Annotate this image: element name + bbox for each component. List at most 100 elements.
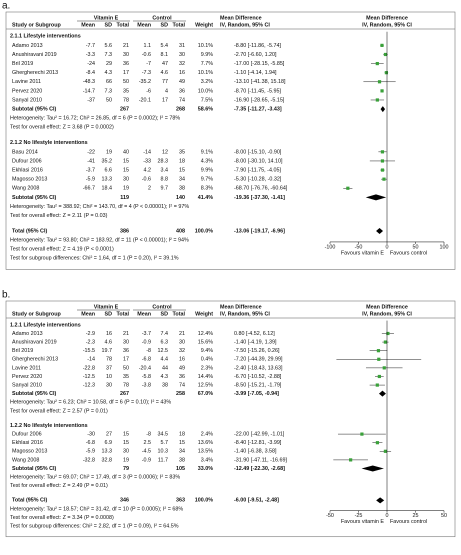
summary-label: Subtotal (95% CI) bbox=[12, 466, 57, 472]
study-cell: 15 bbox=[123, 432, 129, 438]
study-cell: 9.7 bbox=[161, 186, 169, 192]
study-cell: -32.8 bbox=[83, 457, 95, 463]
study-cell: 3.4 bbox=[161, 167, 169, 173]
study-cell: -4.5 bbox=[142, 449, 151, 455]
effect-square bbox=[383, 52, 388, 57]
note: Test for overall effect: Z = 3.34 (P = 0… bbox=[10, 515, 114, 521]
effect-square bbox=[360, 432, 364, 436]
study-ci: -8.40 [-12.81, -3.99] bbox=[234, 440, 282, 446]
study-cell: 15 bbox=[179, 167, 185, 173]
favours-label: Favours vitamin E bbox=[341, 519, 385, 525]
study-cell: 74 bbox=[179, 97, 185, 103]
study-ci: -1.40 [-6.38, 3.58] bbox=[234, 449, 277, 455]
study-cell: 5.7 bbox=[161, 440, 169, 446]
note: Heterogeneity: Tau² = 16.72; Chi² = 26.8… bbox=[10, 116, 180, 122]
effect-square bbox=[377, 80, 382, 84]
study-cell: 34 bbox=[179, 449, 185, 455]
study-name: Lavine 2011 bbox=[12, 79, 41, 85]
study-ci: -16.90 [-28.65, -5.15] bbox=[234, 97, 285, 103]
table-border bbox=[5, 300, 456, 538]
header-group: Control bbox=[152, 15, 172, 21]
study-name: Dufour 2006 bbox=[12, 432, 42, 438]
study-cell: -3.8 bbox=[142, 383, 151, 389]
x-tick-label: 100 bbox=[440, 244, 449, 250]
study-cell: 50 bbox=[123, 365, 129, 371]
study-cell: 4.3 bbox=[161, 374, 169, 380]
study-cell: 6.3 bbox=[161, 340, 169, 346]
study-cell: 19.7 bbox=[102, 348, 113, 354]
study-cell: 27 bbox=[106, 432, 112, 438]
study-cell: 4.6 bbox=[161, 70, 169, 76]
study-cell: 16 bbox=[106, 331, 112, 337]
summary-weight: 100.0% bbox=[195, 498, 213, 504]
study-name: Sanyal 2010 bbox=[12, 97, 42, 103]
study-cell: 9.9% bbox=[201, 167, 213, 173]
header-group: Vitamin E bbox=[94, 304, 119, 310]
note: Test for overall effect: Z = 3.68 (P = 0… bbox=[10, 125, 114, 131]
study-cell: -0.9 bbox=[142, 340, 151, 346]
study-name: Anushiravani 2019 bbox=[12, 340, 57, 346]
study-ci: -8.00 [-15.10, -0.90] bbox=[234, 149, 282, 155]
header-method: IV, Random, 95% CI bbox=[220, 22, 270, 28]
study-cell: 7.3 bbox=[105, 52, 113, 58]
effect-square bbox=[380, 150, 385, 154]
header-study: Study or Subgroup bbox=[12, 22, 62, 28]
study-cell: 12.4% bbox=[198, 331, 213, 337]
study-cell: 66 bbox=[106, 79, 112, 85]
effect-square bbox=[375, 61, 379, 66]
favours-label: Favours vitamin E bbox=[341, 250, 385, 256]
study-cell: -7.3 bbox=[142, 70, 151, 76]
study-name: Ekhlasi 2016 bbox=[12, 167, 43, 173]
study-cell: 3.2% bbox=[201, 79, 213, 85]
summary-label: Subtotal (95% CI) bbox=[12, 391, 57, 397]
study-cell: -0.6 bbox=[142, 52, 151, 58]
study-name: Wang 2008 bbox=[12, 457, 39, 463]
study-cell: -0.9 bbox=[142, 457, 151, 463]
study-cell: -30 bbox=[87, 432, 95, 438]
study-cell: 15 bbox=[123, 158, 129, 164]
effect-square bbox=[384, 71, 388, 75]
study-cell: 6.6 bbox=[105, 167, 113, 173]
study-cell: 10.1% bbox=[198, 43, 213, 49]
study-cell: -22 bbox=[87, 149, 95, 155]
study-name: Adamo 2013 bbox=[12, 43, 43, 49]
study-cell: 21 bbox=[179, 331, 185, 337]
panel-label: b. bbox=[2, 290, 10, 301]
study-ci: -8.80 [-11.86, -5.74] bbox=[234, 43, 281, 49]
study-cell: -66.7 bbox=[83, 186, 95, 192]
study-cell: 12.5 bbox=[158, 348, 169, 354]
study-name: Bril 2019 bbox=[12, 61, 33, 67]
study-cell: 8.8 bbox=[161, 177, 169, 183]
study-cell: 2.3% bbox=[201, 365, 213, 371]
study-cell: -12.5 bbox=[83, 374, 95, 380]
study-ci: -5.30 [-10.28, -0.32] bbox=[234, 177, 282, 183]
x-tick-label: -50 bbox=[326, 513, 334, 519]
study-cell: 36 bbox=[123, 348, 129, 354]
summary-total: 346 bbox=[120, 498, 129, 504]
study-cell: 32.8 bbox=[102, 457, 113, 463]
summary-label: Total (95% CI) bbox=[12, 228, 47, 234]
summary-total: 363 bbox=[176, 498, 185, 504]
header-col: Weight bbox=[195, 22, 213, 28]
study-cell: 0.4% bbox=[201, 357, 213, 363]
summary-total: 267 bbox=[120, 107, 129, 113]
study-cell: 18.4 bbox=[102, 186, 113, 192]
study-ci: -31.90 [-47.11, -16.69] bbox=[234, 457, 287, 463]
note: Heterogeneity: Tau² = 93.80; Chi² = 183.… bbox=[10, 238, 189, 244]
study-cell: 38 bbox=[179, 457, 185, 463]
x-tick-label: -100 bbox=[325, 244, 336, 250]
header-col: Mean bbox=[81, 22, 95, 28]
header-group: Vitamin E bbox=[94, 15, 119, 21]
study-name: Magosso 2013 bbox=[12, 449, 47, 455]
effect-square bbox=[380, 168, 385, 172]
effect-square bbox=[382, 177, 386, 181]
study-cell: 30 bbox=[123, 52, 129, 58]
study-cell: 30 bbox=[179, 52, 185, 58]
study-cell: -2.3 bbox=[86, 340, 95, 346]
effect-square bbox=[386, 331, 390, 336]
study-cell: 18 bbox=[179, 158, 185, 164]
study-cell: 29 bbox=[106, 61, 112, 67]
x-tick-label: -25 bbox=[355, 513, 363, 519]
study-cell: 14.4% bbox=[198, 374, 213, 380]
